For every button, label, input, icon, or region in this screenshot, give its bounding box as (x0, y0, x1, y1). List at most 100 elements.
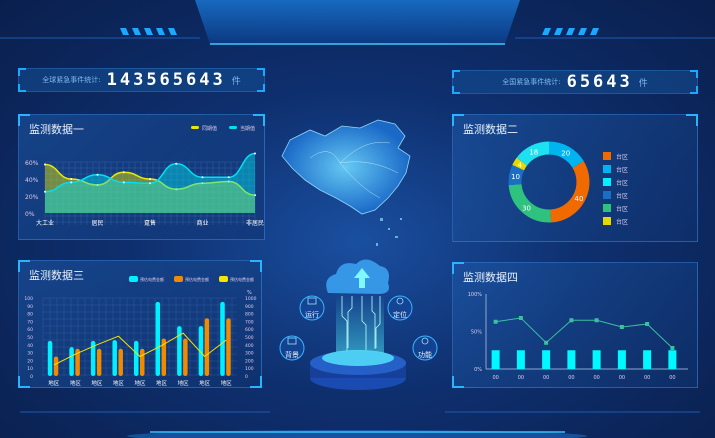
legend-label: 同期值 (202, 125, 217, 132)
data-point (619, 325, 624, 329)
data-point (670, 346, 675, 350)
bar (567, 350, 576, 369)
slice-value-label: 30 (522, 205, 531, 213)
legend-label: 预估电费金额 (140, 276, 164, 282)
bar (134, 340, 139, 376)
legend-label: 台区 (616, 153, 628, 161)
bar (204, 318, 210, 376)
feature-icons (279, 295, 438, 361)
legend-label: 台区 (616, 166, 628, 174)
legend-swatch (603, 165, 611, 173)
panel-monitor-2: 监测数据二 20 40 30 10 4 18 台区 台区 台区 台区 台区 台区 (452, 114, 698, 242)
y-tick-label: 0% (25, 211, 35, 218)
legend-swatch (229, 126, 237, 129)
data-point (518, 316, 523, 320)
legend-swatch (603, 217, 611, 225)
x-tick-label: 趸售 (144, 219, 156, 227)
y2-tick-label: 700 (245, 319, 254, 325)
y-tick-label: 40% (25, 177, 39, 184)
bar (643, 350, 652, 369)
data-point (122, 171, 125, 174)
donut-slice (508, 183, 552, 223)
bar (140, 348, 145, 376)
data-point (201, 182, 204, 185)
data-point (44, 190, 46, 193)
bar (226, 318, 231, 376)
data-point (149, 178, 151, 180)
legend-swatch (129, 276, 138, 282)
x-tick-label: 地区 (48, 379, 60, 387)
data-point (227, 180, 230, 183)
bar (491, 350, 500, 369)
legend-swatch (174, 276, 183, 282)
stat-label: 全国紧急事件统计: (502, 78, 561, 86)
data-point (175, 162, 178, 165)
legend-label: 当期值 (240, 125, 255, 132)
donut-slice (550, 161, 590, 223)
y-tick-label: 20 (27, 358, 33, 364)
header-frame (0, 0, 715, 45)
bar (198, 326, 204, 376)
x-tick-label: 00 (644, 375, 650, 381)
x-tick-label: 地区 (178, 379, 190, 387)
y-tick-label: 60 (27, 327, 33, 333)
y-tick-label: 10 (27, 366, 33, 372)
y-tick-label: 0% (474, 367, 482, 373)
y2-tick-label: 1000 (245, 296, 257, 302)
series-line (53, 332, 227, 366)
slice-value-label: 40 (575, 195, 584, 203)
stat-unit: 件 (231, 76, 241, 87)
data-point (70, 181, 73, 184)
y-tick-label: 90 (27, 304, 33, 310)
donut-slice (508, 164, 525, 186)
legend-swatch (191, 126, 199, 129)
footer-frame (20, 411, 700, 438)
x-tick-label: 00 (593, 375, 599, 381)
data-point (227, 176, 230, 179)
y2-tick-label: 200 (245, 358, 254, 364)
y-tick-label: 100% (468, 292, 483, 298)
data-point (70, 178, 73, 180)
x-tick-label: 00 (568, 375, 574, 381)
bar (75, 348, 80, 376)
x-tick-label: 00 (518, 375, 524, 381)
slice-value-label: 4 (518, 161, 523, 169)
x-tick-label: 地区 (199, 379, 211, 387)
legend-label: 预估电费金额 (185, 276, 209, 282)
data-point (149, 182, 151, 185)
legend-label: 台区 (616, 192, 628, 200)
bar (542, 350, 551, 369)
legend-swatch (603, 152, 611, 160)
line-area-chart: 0% 20% 40% 60% 大工业 居民 趸售 商业 非居民 同期值 当期值 (25, 125, 264, 227)
bar (96, 348, 102, 376)
data-point (44, 163, 46, 166)
bar (112, 340, 117, 376)
x-tick-label: 00 (492, 375, 498, 381)
data-point (569, 318, 574, 323)
y2-tick-label: 900 (245, 304, 254, 310)
slice-value-label: 20 (561, 149, 570, 157)
y2-tick-label: 400 (245, 343, 254, 349)
panel-monitor-1: 监测数据一 0% 20% 40% 60% 大工业 居民 趸售 商业 非居民 同期值 当期值 (18, 114, 265, 240)
global-event-stat: 全球紧急事件统计: 143565643 件 (18, 68, 265, 92)
panel-monitor-4: 监测数据四 0% 50% 100% 00 00 00 00 00 00 00 00 (452, 262, 698, 388)
feature-background: 背景 (285, 350, 299, 359)
slice-value-label: 10 (511, 173, 520, 181)
panel-title: 监测数据三 (29, 269, 84, 282)
x-tick-label: 大工业 (36, 219, 54, 227)
x-tick-label: 00 (619, 375, 625, 381)
legend-label: 台区 (616, 218, 628, 226)
bar (592, 350, 601, 369)
legend-swatch (603, 191, 611, 199)
y-tick-label: 50 (27, 335, 33, 341)
bar (118, 348, 123, 376)
legend-label: 台区 (616, 179, 628, 187)
bar (220, 301, 225, 376)
y-tick-label: 60% (25, 160, 39, 167)
stat-unit: 件 (638, 78, 648, 89)
x-tick-label: 商业 (196, 219, 208, 227)
china-map-icon (281, 119, 411, 215)
data-point (254, 194, 256, 197)
series-area (45, 164, 255, 213)
